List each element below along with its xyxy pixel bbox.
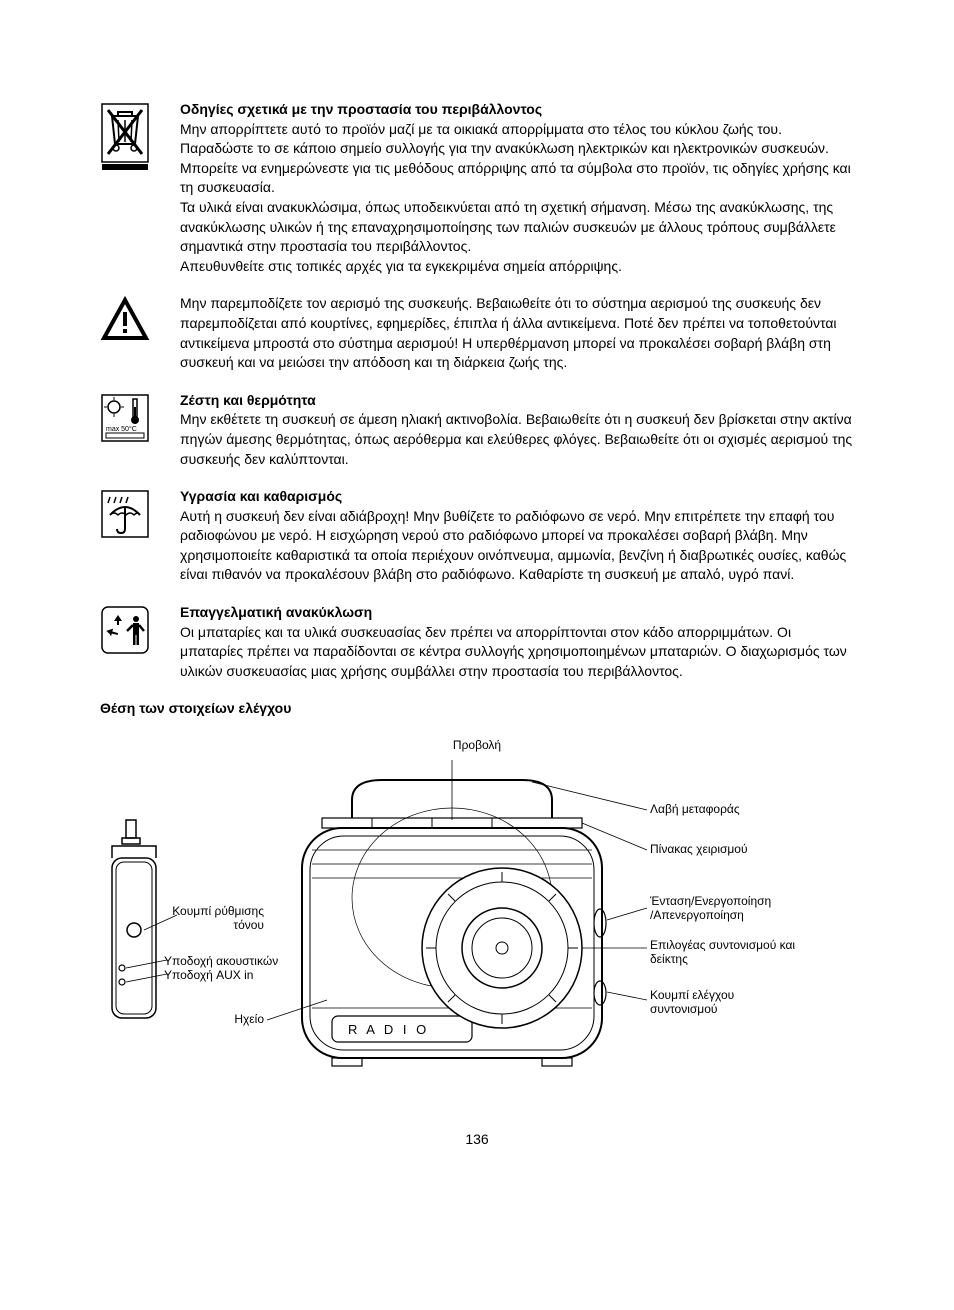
label-volume: Ένταση/Ενεργοποίηση /Απενεργοποίηση: [650, 894, 771, 923]
diagram-top-label: Προβολή: [100, 737, 854, 754]
heat-title: Ζέστη και θερμότητα: [180, 391, 854, 411]
text-recycle: Επαγγελματική ανακύκλωση Οι μπαταρίες κα…: [180, 603, 854, 681]
section-environment: Οδηγίες σχετικά με την προστασία του περ…: [100, 100, 854, 276]
label-handle: Λαβή μεταφοράς: [650, 802, 740, 816]
radio-label: R A D I O: [348, 1022, 429, 1037]
warning-icon: [100, 294, 180, 344]
humidity-icon: [100, 487, 180, 539]
vent-p1: Μην παρεμποδίζετε τον αερισμό της συσκευ…: [180, 294, 854, 372]
env-p1: Μην απορρίπτετε αυτό το προϊόν μαζί με τ…: [180, 120, 854, 198]
label-aux: Υποδοχή AUX in: [164, 968, 253, 982]
section-humidity: Υγρασία και καθαρισμός Αυτή η συσκευή δε…: [100, 487, 854, 585]
controls-diagram: R A D I O: [102, 760, 852, 1100]
humidity-p1: Αυτή η συσκευή δεν είναι αδιάβροχη! Μην …: [180, 507, 854, 585]
page-number: 136: [100, 1130, 854, 1150]
text-environment: Οδηγίες σχετικά με την προστασία του περ…: [180, 100, 854, 276]
recycle-title: Επαγγελματική ανακύκλωση: [180, 603, 854, 623]
text-heat: Ζέστη και θερμότητα Μην εκθέτετε τη συσκ…: [180, 391, 854, 469]
heat-icon: max 50°C: [100, 391, 180, 443]
svg-text:max 50°C: max 50°C: [106, 425, 137, 433]
heat-p1: Μην εκθέτετε τη συσκευή σε άμεση ηλιακή …: [180, 410, 854, 469]
label-tone: Κουμπί ρύθμισης τόνου: [164, 904, 264, 933]
text-ventilation: Μην παρεμποδίζετε τον αερισμό της συσκευ…: [180, 294, 854, 372]
section-heat: max 50°C Ζέστη και θερμότητα Μην εκθέτετ…: [100, 391, 854, 469]
recycle-p1: Οι μπαταρίες και τα υλικά συσκευασίας δε…: [180, 623, 854, 682]
env-p3: Απευθυνθείτε στις τοπικές αρχές για τα ε…: [180, 257, 854, 277]
controls-heading: Θέση των στοιχείων ελέγχου: [100, 699, 854, 719]
env-p2: Τα υλικά είναι ανακυκλώσιμα, όπως υποδει…: [180, 198, 854, 257]
humidity-title: Υγρασία και καθαρισμός: [180, 487, 854, 507]
recycle-icon: [100, 603, 180, 655]
section-ventilation: Μην παρεμποδίζετε τον αερισμό της συσκευ…: [100, 294, 854, 372]
label-tuner: Επιλογέας συντονισμού και δείκτης: [650, 938, 795, 967]
section-recycle: Επαγγελματική ανακύκλωση Οι μπαταρίες κα…: [100, 603, 854, 681]
text-humidity: Υγρασία και καθαρισμός Αυτή η συσκευή δε…: [180, 487, 854, 585]
env-title: Οδηγίες σχετικά με την προστασία του περ…: [180, 100, 854, 120]
label-headphones: Υποδοχή ακουστικών: [164, 954, 278, 968]
weee-bin-icon: [100, 100, 180, 172]
label-panel: Πίνακας χειρισμού: [650, 842, 748, 856]
label-speaker: Ηχείο: [220, 1012, 264, 1026]
label-tuning-knob: Κουμπί ελέγχου συντονισμού: [650, 988, 734, 1017]
